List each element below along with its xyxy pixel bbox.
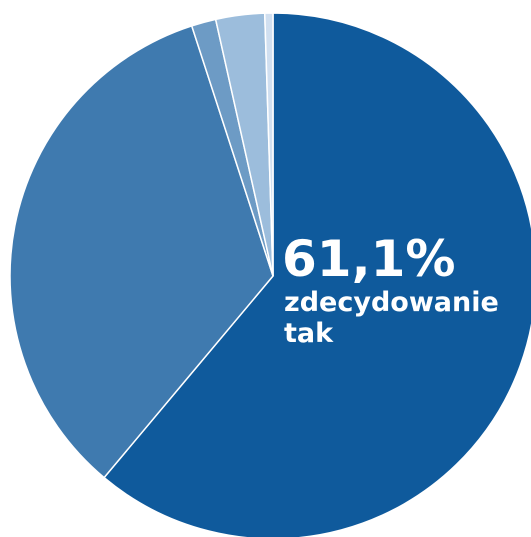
slice-category-label-line-2: tak: [284, 318, 334, 349]
pie-slices: [9, 12, 531, 537]
pie-slice-5: [263, 12, 274, 277]
pie-slice-2: [9, 24, 274, 479]
slice-category-label-line-1: zdecydowanie: [284, 287, 499, 318]
slice-value-label: 61,1%: [282, 230, 455, 288]
